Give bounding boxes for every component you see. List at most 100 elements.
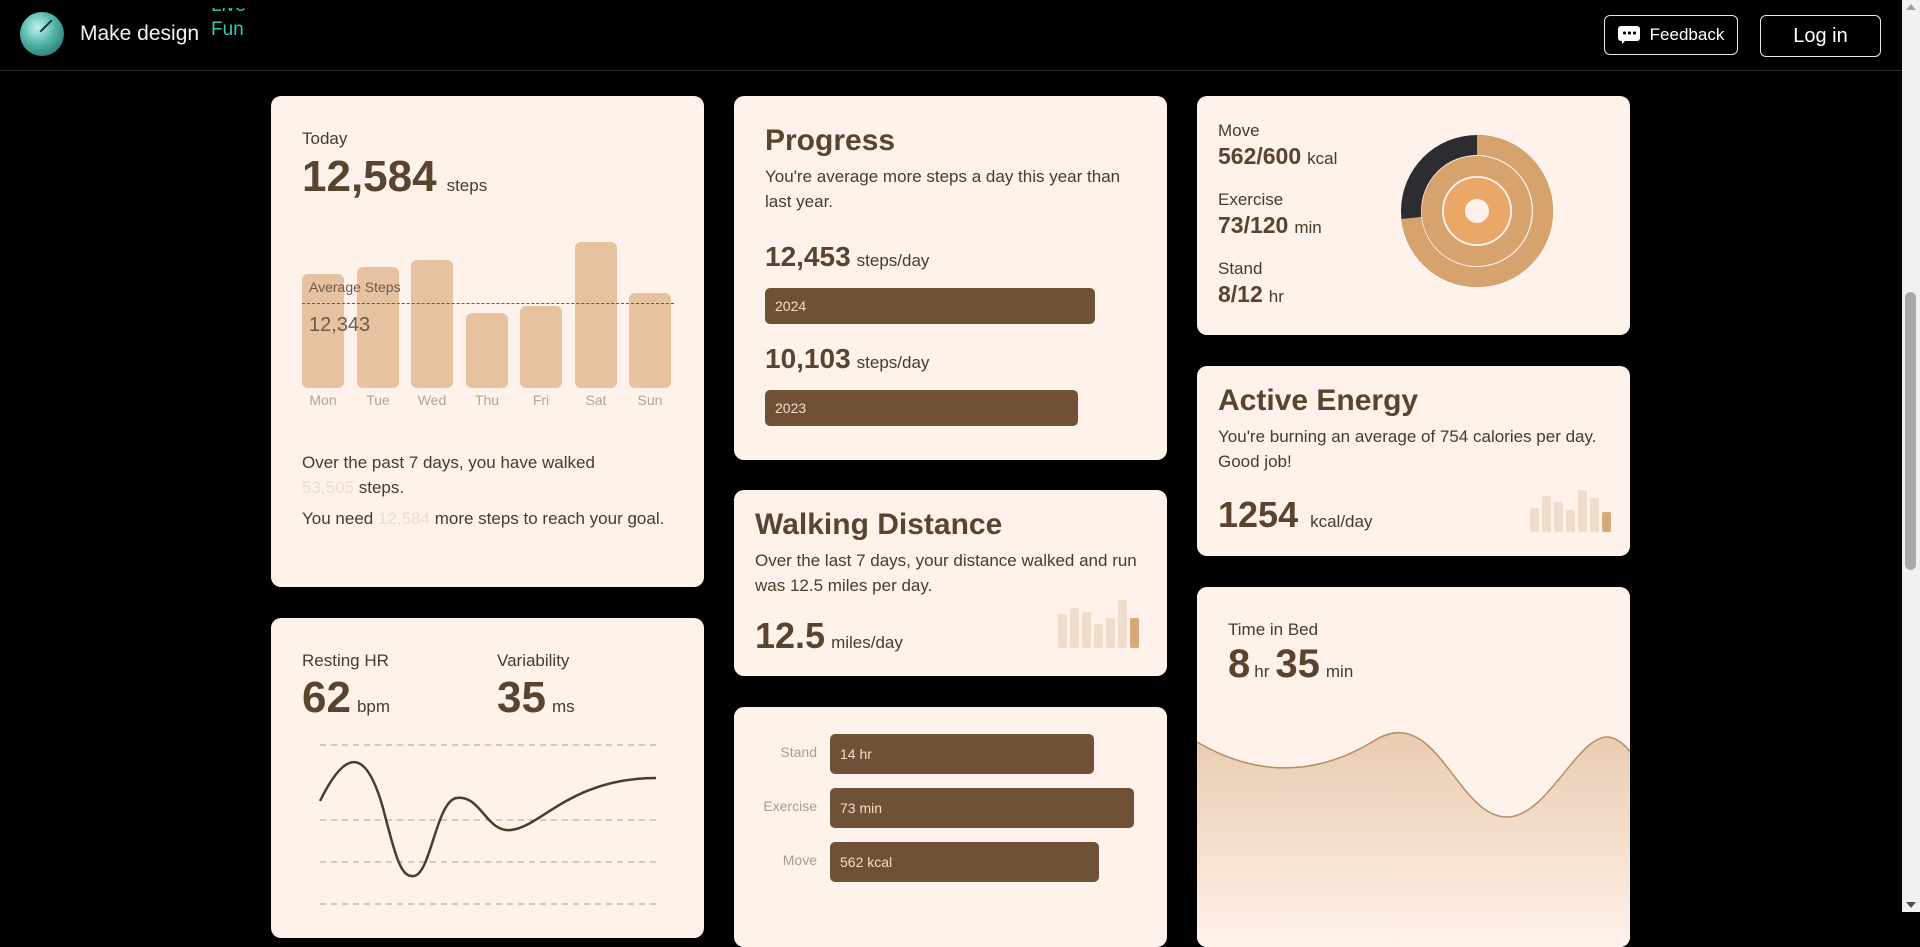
energy-unit: kcal/day: [1310, 512, 1373, 531]
logo-icon[interactable]: [20, 12, 64, 56]
progress-2024-bar: 2024: [765, 288, 1095, 324]
day-label: Sun: [637, 392, 663, 408]
sleep-hours-unit: hr: [1254, 662, 1270, 681]
mini-bar: [1602, 512, 1611, 532]
energy-mini-chart: [1530, 490, 1611, 532]
remaining-text: You need: [302, 509, 374, 528]
mini-bar: [1118, 600, 1127, 648]
var-unit: ms: [551, 697, 575, 716]
activity-row-label: Exercise: [763, 798, 817, 814]
day-bar: [629, 293, 671, 388]
sleep-wave-area: [1197, 732, 1630, 947]
time-in-bed-label: Time in Bed: [1228, 620, 1319, 639]
day-label: Tue: [366, 392, 390, 408]
top-bar: Make design Live Fun Feedback Log in: [0, 0, 1902, 71]
day-label: Thu: [474, 392, 500, 408]
rings-center: [1465, 199, 1489, 223]
chat-bubble-icon: [1617, 26, 1640, 44]
progress-2024-value: 12,453 steps/day: [765, 241, 929, 273]
brand-name[interactable]: Make design: [80, 22, 200, 45]
active-energy-card: Active Energy You're burning an average …: [1197, 366, 1630, 556]
exercise-number: 73/120: [1218, 212, 1289, 238]
day-labels: Mon Tue Wed Thu Fri Sat Sun: [302, 392, 682, 412]
scroll-down-arrow-icon[interactable]: [1906, 902, 1916, 908]
stand-value: 8/12 hr: [1218, 281, 1284, 308]
exercise-label: Exercise: [1218, 190, 1284, 209]
day-bar: [520, 306, 562, 388]
progress-title: Progress: [765, 124, 896, 157]
day-label: Mon: [309, 392, 337, 408]
average-line: [302, 303, 674, 304]
mini-bar: [1070, 608, 1079, 648]
progress-2024-number: 12,453: [765, 241, 851, 272]
mini-bar: [1530, 508, 1539, 532]
progress-2023-unit: steps/day: [856, 353, 930, 372]
stand-label: Stand: [1218, 259, 1263, 278]
time-in-bed-value: 8 hr 35 min: [1228, 642, 1353, 687]
energy-number: 1254: [1218, 494, 1299, 535]
energy-description: You're burning an average of 754 calorie…: [1218, 427, 1597, 471]
steps-unit: steps: [446, 176, 488, 195]
activity-row-label: Move: [782, 852, 817, 868]
remaining-summary: You need 12,584 more steps to reach your…: [302, 506, 682, 531]
day-label: Fri: [532, 392, 550, 408]
hr-unit: bpm: [356, 697, 391, 716]
progress-2023-value: 10,103 steps/day: [765, 343, 929, 375]
hr-number: 62: [302, 673, 351, 722]
scroll-up-arrow-icon[interactable]: [1906, 4, 1916, 10]
distance-number: 12.5: [755, 615, 826, 656]
heart-rate-card: Resting HR 62 bpm Variability 35 ms: [271, 618, 704, 938]
scroll-thumb[interactable]: [1905, 292, 1916, 570]
remaining-text-end: more steps to reach your goal.: [434, 509, 665, 528]
variability-value: 35 ms: [497, 673, 575, 723]
sleep-wave-line: [1197, 731, 1630, 818]
day-bar: [466, 313, 508, 388]
time-in-bed-card: Time in Bed 8 hr 35 min: [1197, 587, 1630, 947]
heart-rate-chart: [318, 744, 657, 905]
resting-hr-value: 62 bpm: [302, 673, 390, 723]
activity-row-bar: 562 kcal: [830, 842, 1099, 882]
login-button[interactable]: Log in: [1760, 15, 1881, 57]
var-number: 35: [497, 673, 546, 722]
logo-mark: [39, 19, 53, 33]
mini-bar: [1542, 496, 1551, 532]
activity-rings-chart: [1401, 134, 1554, 287]
steps-number: 12,584: [302, 152, 437, 201]
stand-unit: hr: [1268, 287, 1284, 306]
activity-rings-card: Move 562/600 kcal Exercise 73/120 min Stan…: [1197, 96, 1630, 335]
activity-row-label: Stand: [780, 744, 817, 760]
resting-hr-label: Resting HR: [302, 651, 389, 670]
move-unit: kcal: [1307, 149, 1338, 168]
day-bar: [357, 267, 399, 388]
steps-value: 12,584 steps: [302, 152, 487, 202]
distance-title: Walking Distance: [755, 508, 1003, 541]
average-label: Average Steps: [309, 279, 401, 295]
feedback-label: Feedback: [1649, 25, 1725, 44]
remaining-steps: 12,584: [377, 509, 430, 528]
mini-bar: [1082, 612, 1091, 648]
weekly-steps-bars: [302, 206, 682, 420]
rotating-word: Fun: [211, 19, 244, 40]
sleep-minutes: 35: [1275, 642, 1320, 686]
exercise-unit: min: [1294, 218, 1322, 237]
mini-bar: [1058, 614, 1067, 648]
progress-2023-number: 10,103: [765, 343, 851, 374]
average-value: 12,343: [309, 314, 371, 336]
stand-number: 8/12: [1218, 281, 1263, 307]
sleep-minutes-unit: min: [1325, 662, 1354, 681]
mini-bar: [1566, 510, 1575, 532]
feedback-button[interactable]: Feedback: [1604, 15, 1738, 55]
steps-card: Today 12,584 steps Average Steps 12,343 M…: [271, 96, 704, 587]
sleep-hours: 8: [1228, 642, 1251, 686]
day-label: Sat: [585, 392, 607, 408]
move-number: 562/600: [1218, 143, 1302, 169]
progress-card: Progress You're average more steps a day…: [734, 96, 1167, 460]
activity-row-bar: 14 hr: [830, 734, 1094, 774]
progress-description: You're average more steps a day this yea…: [765, 167, 1121, 211]
distance-value: 12.5 miles/day: [755, 615, 903, 657]
heart-rate-line: [318, 760, 657, 878]
distance-description: Over the last 7 days, your distance walk…: [755, 551, 1137, 595]
distance-unit: miles/day: [831, 633, 903, 652]
day-bar: [302, 274, 344, 388]
day-label: Wed: [417, 392, 447, 408]
